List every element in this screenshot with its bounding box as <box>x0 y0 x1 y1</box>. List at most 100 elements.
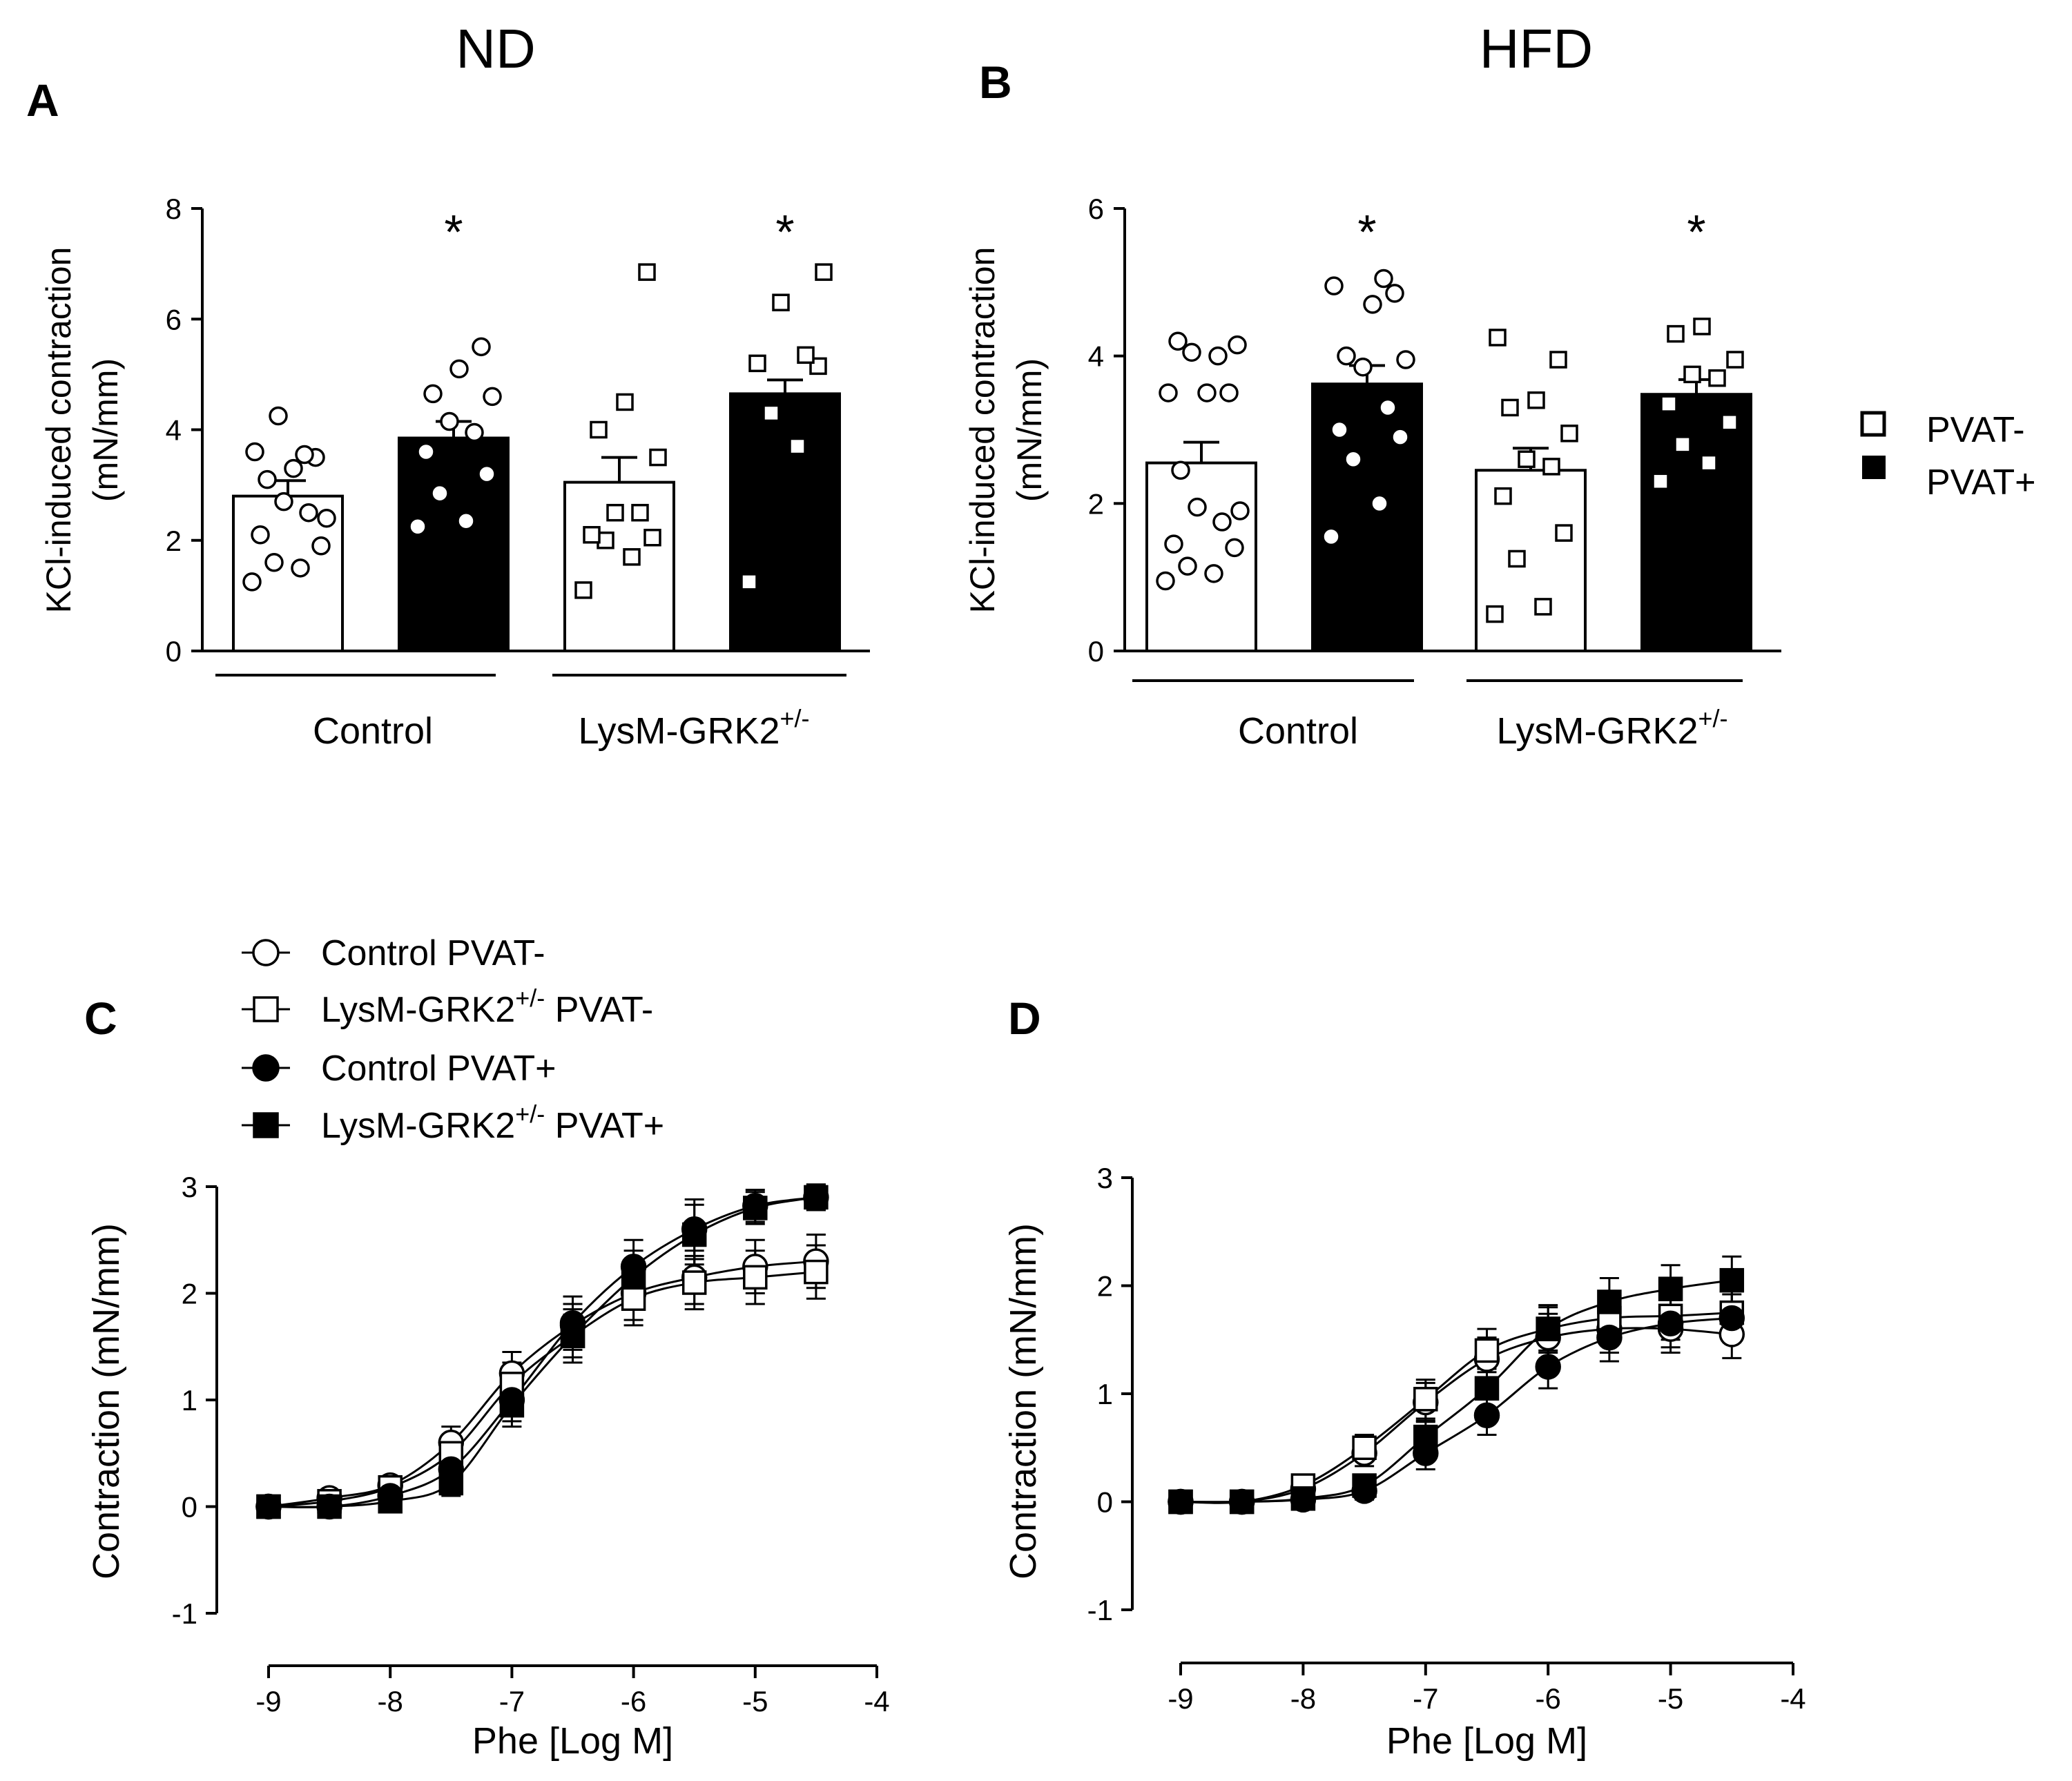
series-curve <box>1180 1312 1732 1504</box>
data-point <box>1597 1289 1622 1314</box>
series-curve <box>268 1271 817 1508</box>
data-point <box>1549 351 1567 369</box>
data-point <box>1197 383 1217 402</box>
y-tick-label: 1 <box>182 1384 197 1417</box>
data-point <box>631 503 649 522</box>
data-point <box>772 293 790 311</box>
data-point <box>1527 391 1545 409</box>
data-point <box>748 354 766 373</box>
x-tick-label: -8 <box>1290 1682 1316 1715</box>
data-point <box>499 1392 525 1418</box>
panel-b: B HFD 0 2 4 6 KCl-induced contraction (mN/mm)… <box>963 18 1781 752</box>
data-point <box>1212 512 1232 532</box>
data-point <box>621 1286 646 1311</box>
legend-ab-pvat-minus-label: PVAT- <box>1926 410 2025 450</box>
data-point <box>743 1196 768 1220</box>
data-point <box>1391 427 1410 447</box>
y-tick-label: 6 <box>166 303 182 335</box>
data-point <box>1718 1305 1745 1332</box>
y-tick-label: 3 <box>182 1171 197 1203</box>
data-point <box>1164 534 1183 554</box>
data-point <box>245 442 264 462</box>
legend-ab: PVAT- PVAT+ <box>1860 410 2035 503</box>
data-point <box>1657 1310 1684 1337</box>
data-point <box>788 437 806 456</box>
legend-label-superscript: +/- <box>515 984 545 1012</box>
data-point <box>456 511 476 531</box>
x-tick-label: -7 <box>1413 1682 1438 1715</box>
group-label-superscript: +/- <box>780 704 810 732</box>
data-point <box>1363 295 1382 314</box>
data-point <box>269 406 288 426</box>
data-point <box>378 1489 403 1514</box>
series-curve <box>1180 1279 1732 1503</box>
bar <box>1311 382 1423 652</box>
x-tick-label: -6 <box>1536 1682 1561 1715</box>
data-point <box>1489 329 1507 347</box>
data-point <box>449 359 469 379</box>
data-point <box>1225 538 1244 558</box>
data-point <box>616 393 634 411</box>
plot-a: 0 2 4 6 8 KCl-induced contraction (mN/mm) * * Con… <box>39 193 870 752</box>
data-point <box>621 1265 646 1290</box>
significance-star: * <box>1687 205 1705 259</box>
data-point <box>1596 1324 1623 1351</box>
data-point <box>1474 1338 1500 1363</box>
plot-d: -1 0 1 2 3 -9 -8 -7 -6 -5 -4 Contraction (mN/mm) Phe… <box>1003 1162 1806 1762</box>
data-point <box>1486 605 1504 623</box>
data-point <box>299 503 318 523</box>
data-point <box>1560 425 1578 442</box>
x-tick-label: -4 <box>1780 1682 1805 1715</box>
data-point <box>1230 501 1250 520</box>
data-point <box>472 337 491 357</box>
legend-ab-pvat-plus-label: PVAT+ <box>1926 463 2035 503</box>
group-label: Control <box>1238 710 1358 752</box>
y-tick-label: 2 <box>182 1278 197 1310</box>
data-point <box>438 1470 464 1496</box>
data-point <box>483 387 502 407</box>
x-axis-label: Phe [Log M] <box>1386 1720 1587 1762</box>
data-point <box>1378 398 1397 418</box>
group-label: Control <box>313 710 433 752</box>
data-point <box>1658 1276 1683 1301</box>
legend-ab-pvat-minus-swatch <box>1860 411 1886 437</box>
data-point <box>408 516 427 536</box>
panel-title-b: HFD <box>1480 18 1593 79</box>
y-tick-label: 4 <box>1088 340 1104 373</box>
data-point <box>574 581 592 599</box>
data-point <box>1370 494 1389 514</box>
data-point <box>311 536 331 556</box>
data-point <box>743 1265 768 1290</box>
data-point <box>430 483 449 503</box>
legend-marker <box>253 1112 279 1138</box>
bar <box>729 392 841 652</box>
data-point <box>1396 350 1415 369</box>
legend-label: Control PVAT+ <box>321 1049 556 1089</box>
data-point <box>477 464 496 484</box>
data-point <box>638 263 656 281</box>
data-point <box>1474 1376 1500 1401</box>
data-point <box>1290 1486 1316 1511</box>
x-axis-label: Phe [Log M] <box>472 1720 673 1762</box>
series-curve <box>1180 1316 1732 1503</box>
data-point <box>681 1270 707 1295</box>
data-point <box>623 548 641 566</box>
series-curve <box>1180 1327 1732 1504</box>
y-axis-label: KCl-induced contraction <box>963 247 1002 614</box>
series-curve <box>268 1260 817 1508</box>
data-point <box>317 1494 342 1519</box>
data-point <box>1337 346 1356 366</box>
data-point <box>740 573 758 591</box>
data-point <box>242 572 262 592</box>
data-point <box>317 508 336 528</box>
data-point <box>1168 1489 1193 1515</box>
legend-marker <box>252 939 280 966</box>
legend-marker <box>252 1054 280 1082</box>
data-point <box>1726 351 1744 369</box>
legend-c: Control PVAT- LysM-GRK2+/- PVAT- Control P… <box>242 933 664 1146</box>
data-point <box>606 503 624 522</box>
data-point <box>274 492 293 512</box>
data-point <box>1693 318 1711 335</box>
data-point <box>416 442 436 462</box>
data-point <box>1683 365 1701 384</box>
